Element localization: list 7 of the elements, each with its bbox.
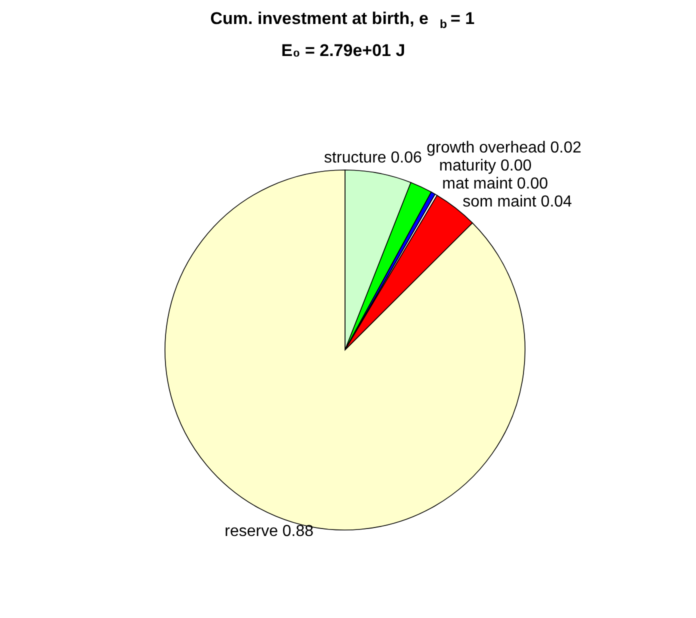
slice-label: growth overhead 0.02	[426, 140, 582, 157]
slice-label: som maint 0.04	[462, 194, 572, 211]
slice-label: maturity 0.00	[439, 158, 532, 175]
slice-label: mat maint 0.00	[442, 176, 548, 193]
slice-label: reserve 0.88	[224, 523, 314, 540]
chart-subtitle: E₀ = 2.79e+01 J	[281, 41, 406, 60]
slice-label: structure 0.06	[324, 149, 422, 166]
